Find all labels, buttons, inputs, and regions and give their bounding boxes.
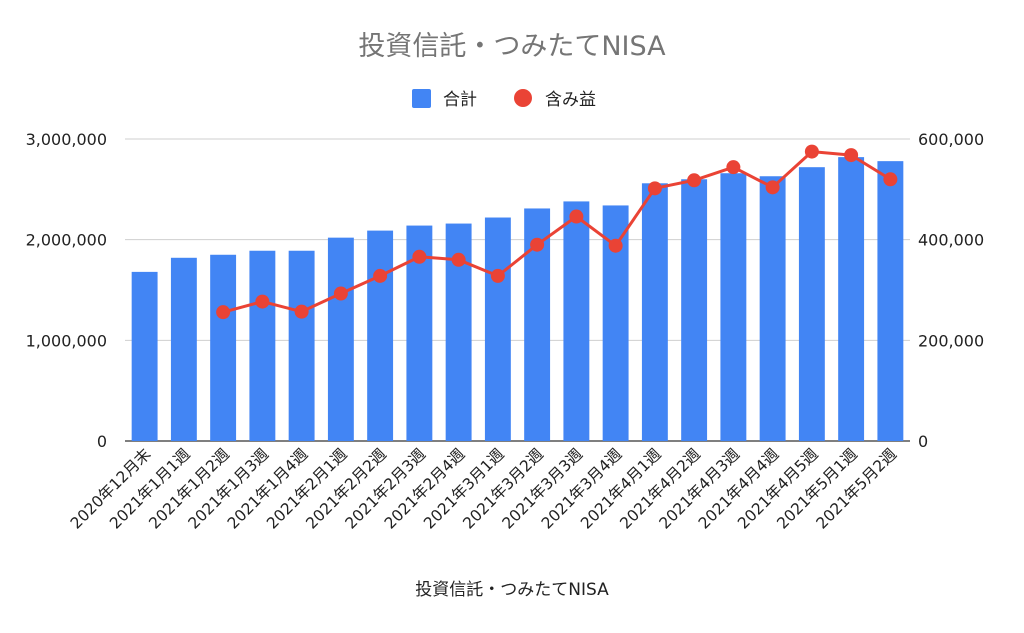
point-unrealized-gain: [490, 268, 505, 283]
point-unrealized-gain: [608, 238, 623, 253]
point-unrealized-gain: [255, 294, 270, 309]
bar-total: [170, 257, 197, 441]
bar-total: [641, 183, 668, 441]
x-axis-label: 投資信託・つみたてNISA: [415, 580, 609, 600]
bar-total: [798, 167, 825, 442]
chart-title: 投資信託・つみたてNISA: [358, 31, 666, 62]
y-left-tick-label: 3,000,000: [26, 130, 107, 149]
bar-total: [249, 250, 276, 441]
y-right-tick-label: 200,000: [918, 331, 984, 350]
bar-total: [838, 157, 865, 441]
y-right-tick-label: 0: [918, 432, 928, 451]
point-unrealized-gain: [530, 237, 545, 252]
y-axis-right: 0 200,000 400,000 600,000: [918, 130, 984, 451]
x-axis: 2020年12月末2021年1月1週2021年1月2週2021年1月3週2021…: [67, 445, 900, 532]
y-left-tick-label: 0: [97, 432, 107, 451]
legend: 合計 含み益: [412, 89, 596, 110]
point-unrealized-gain: [373, 268, 388, 283]
bar-total: [367, 230, 394, 441]
gridlines: [125, 138, 910, 442]
bar-total: [484, 217, 511, 441]
point-unrealized-gain: [726, 160, 741, 175]
point-unrealized-gain: [647, 181, 662, 196]
point-unrealized-gain: [765, 180, 780, 195]
y-right-tick-label: 400,000: [918, 231, 984, 250]
y-left-tick-label: 2,000,000: [26, 231, 107, 250]
bar-total: [210, 254, 237, 441]
point-unrealized-gain: [333, 286, 348, 301]
bar-total: [288, 250, 315, 441]
bar-series-total: [131, 157, 904, 442]
point-unrealized-gain: [844, 148, 859, 163]
bar-total: [563, 201, 590, 441]
point-unrealized-gain: [883, 172, 898, 187]
legend-swatch-total: [412, 89, 431, 108]
y-left-tick-label: 1,000,000: [26, 331, 107, 350]
bar-total: [681, 179, 708, 441]
point-unrealized-gain: [216, 305, 231, 320]
line-series-unrealized-gain: [216, 144, 898, 320]
bar-total: [131, 271, 158, 441]
point-unrealized-gain: [804, 144, 819, 159]
bar-total: [720, 173, 747, 441]
legend-label-total: 合計: [443, 90, 477, 110]
point-unrealized-gain: [569, 209, 584, 224]
legend-label-unrealized-gain: 含み益: [545, 90, 596, 110]
y-right-tick-label: 600,000: [918, 130, 984, 149]
bar-total: [759, 176, 786, 441]
legend-swatch-unrealized-gain: [514, 89, 532, 107]
y-axis-left: 0 1,000,000 2,000,000 3,000,000: [26, 130, 107, 451]
point-unrealized-gain: [451, 252, 466, 267]
line-unrealized-gain: [222, 150, 892, 314]
point-unrealized-gain: [687, 173, 702, 188]
bar-total: [327, 237, 354, 441]
bar-total: [877, 161, 904, 441]
point-unrealized-gain: [294, 304, 309, 319]
point-unrealized-gain: [412, 249, 427, 264]
